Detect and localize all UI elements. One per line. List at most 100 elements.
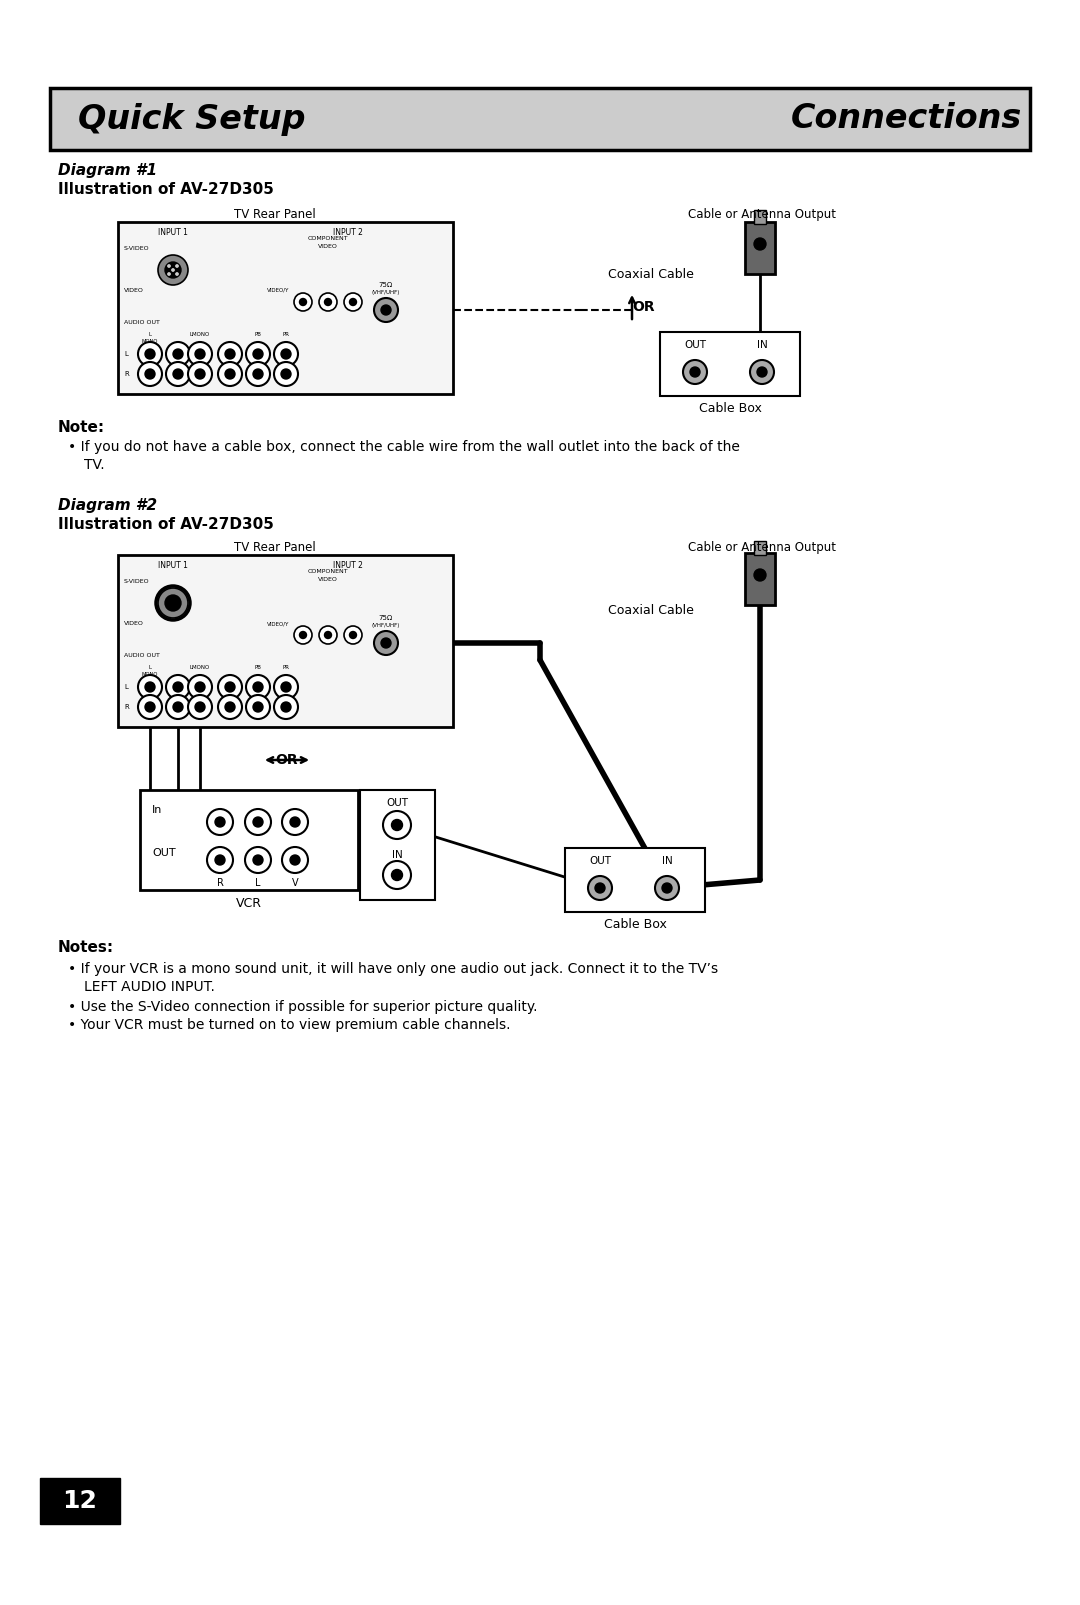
Circle shape <box>245 809 271 835</box>
Circle shape <box>253 369 264 379</box>
Circle shape <box>281 701 291 713</box>
Text: AUDIO OUT: AUDIO OUT <box>124 319 160 324</box>
Circle shape <box>218 363 242 385</box>
Circle shape <box>246 342 270 366</box>
Text: 12: 12 <box>63 1489 97 1514</box>
Text: Diagram #2: Diagram #2 <box>58 498 157 514</box>
Circle shape <box>188 676 212 700</box>
Circle shape <box>291 855 300 865</box>
Text: R: R <box>124 371 129 377</box>
Circle shape <box>274 676 298 700</box>
Circle shape <box>166 676 190 700</box>
Circle shape <box>195 701 205 713</box>
Text: LMONO: LMONO <box>190 332 211 337</box>
Circle shape <box>165 262 181 278</box>
Text: Coaxial Cable: Coaxial Cable <box>608 268 693 281</box>
Circle shape <box>281 682 291 692</box>
Text: VCR: VCR <box>237 897 262 910</box>
Text: OUT: OUT <box>684 340 706 350</box>
Bar <box>118 221 453 393</box>
Circle shape <box>274 695 298 719</box>
Text: VIDEO: VIDEO <box>124 621 144 626</box>
Text: TV Rear Panel: TV Rear Panel <box>234 209 315 221</box>
Circle shape <box>167 273 171 276</box>
Text: • If you do not have a cable box, connect the cable wire from the wall outlet in: • If you do not have a cable box, connec… <box>68 440 740 454</box>
Circle shape <box>253 682 264 692</box>
Text: S-VIDEO: S-VIDEO <box>124 246 150 250</box>
Text: R: R <box>124 705 129 709</box>
Circle shape <box>158 255 188 286</box>
Circle shape <box>218 676 242 700</box>
Text: TV Rear Panel: TV Rear Panel <box>234 541 315 554</box>
Circle shape <box>167 265 171 268</box>
Circle shape <box>172 268 175 271</box>
Circle shape <box>391 820 403 830</box>
Circle shape <box>173 348 183 360</box>
Circle shape <box>166 363 190 385</box>
Circle shape <box>754 238 766 250</box>
Text: 75Ω: 75Ω <box>379 282 393 287</box>
Text: Cable Box: Cable Box <box>604 918 666 931</box>
Circle shape <box>381 305 391 315</box>
Circle shape <box>225 369 235 379</box>
Text: COMPONENT: COMPONENT <box>308 236 349 241</box>
Text: VIDEO/Y: VIDEO/Y <box>267 287 289 294</box>
Circle shape <box>166 695 190 719</box>
Text: IN: IN <box>757 340 768 350</box>
Circle shape <box>145 369 156 379</box>
Text: OR: OR <box>275 753 298 767</box>
Text: R: R <box>217 878 224 888</box>
Circle shape <box>138 363 162 385</box>
Text: Note:: Note: <box>58 421 105 435</box>
Circle shape <box>281 369 291 379</box>
Circle shape <box>274 363 298 385</box>
Circle shape <box>175 273 178 276</box>
Circle shape <box>683 360 707 384</box>
Circle shape <box>245 847 271 873</box>
Circle shape <box>138 342 162 366</box>
Text: Diagram #1: Diagram #1 <box>58 164 157 178</box>
Circle shape <box>195 682 205 692</box>
Text: MONO: MONO <box>141 672 158 677</box>
Text: 75Ω: 75Ω <box>379 615 393 621</box>
Text: L: L <box>149 332 151 337</box>
Circle shape <box>654 876 679 900</box>
Circle shape <box>282 809 308 835</box>
Circle shape <box>246 676 270 700</box>
Circle shape <box>345 626 362 644</box>
Bar <box>360 790 435 900</box>
Text: MONO: MONO <box>141 339 158 343</box>
Circle shape <box>294 294 312 311</box>
Circle shape <box>750 360 774 384</box>
Circle shape <box>166 342 190 366</box>
Text: • Use the S-Video connection if possible for superior picture quality.: • Use the S-Video connection if possible… <box>68 1000 538 1014</box>
Text: PB: PB <box>255 664 261 669</box>
Circle shape <box>173 369 183 379</box>
Circle shape <box>350 631 356 639</box>
Circle shape <box>138 695 162 719</box>
Circle shape <box>282 847 308 873</box>
Circle shape <box>383 811 411 839</box>
Circle shape <box>225 682 235 692</box>
Circle shape <box>253 817 264 827</box>
Circle shape <box>207 847 233 873</box>
Text: OUT: OUT <box>386 798 408 807</box>
Circle shape <box>383 860 411 889</box>
Circle shape <box>662 883 672 892</box>
Text: Notes:: Notes: <box>58 941 114 955</box>
Text: AUDIO OUT: AUDIO OUT <box>124 653 160 658</box>
Text: COMPONENT: COMPONENT <box>308 570 349 575</box>
Text: In: In <box>152 806 162 815</box>
Text: INPUT 2: INPUT 2 <box>333 228 363 238</box>
Text: IN: IN <box>392 851 403 860</box>
Text: L: L <box>149 664 151 669</box>
Bar <box>745 554 775 605</box>
Circle shape <box>299 299 307 305</box>
Text: IN: IN <box>662 855 673 867</box>
Circle shape <box>274 342 298 366</box>
Text: Cable or Antenna Output: Cable or Antenna Output <box>688 541 836 554</box>
Bar <box>50 88 1030 149</box>
Text: PB: PB <box>255 332 261 337</box>
Bar <box>565 847 705 912</box>
Text: (VHF/UHF): (VHF/UHF) <box>372 291 401 295</box>
